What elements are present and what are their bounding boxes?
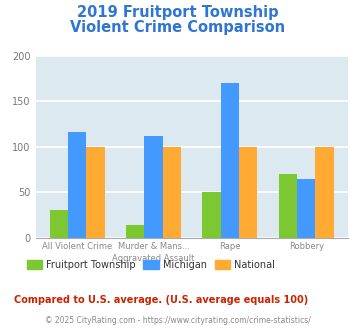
Bar <box>315 147 334 238</box>
Bar <box>68 132 86 238</box>
Text: Violent Crime Comparison: Violent Crime Comparison <box>70 20 285 35</box>
Legend: Fruitport Township, Michigan, National: Fruitport Township, Michigan, National <box>23 256 279 274</box>
Bar <box>221 83 239 238</box>
Bar <box>86 147 105 238</box>
Text: Compared to U.S. average. (U.S. average equals 100): Compared to U.S. average. (U.S. average … <box>14 295 308 305</box>
Bar <box>163 147 181 238</box>
Text: 2019 Fruitport Township: 2019 Fruitport Township <box>77 5 278 20</box>
Bar <box>50 211 68 238</box>
Bar <box>239 147 257 238</box>
Bar <box>297 179 315 238</box>
Bar <box>202 192 221 238</box>
Bar <box>279 174 297 238</box>
Text: © 2025 CityRating.com - https://www.cityrating.com/crime-statistics/: © 2025 CityRating.com - https://www.city… <box>45 316 310 325</box>
Bar <box>144 136 163 238</box>
Bar <box>126 225 144 238</box>
